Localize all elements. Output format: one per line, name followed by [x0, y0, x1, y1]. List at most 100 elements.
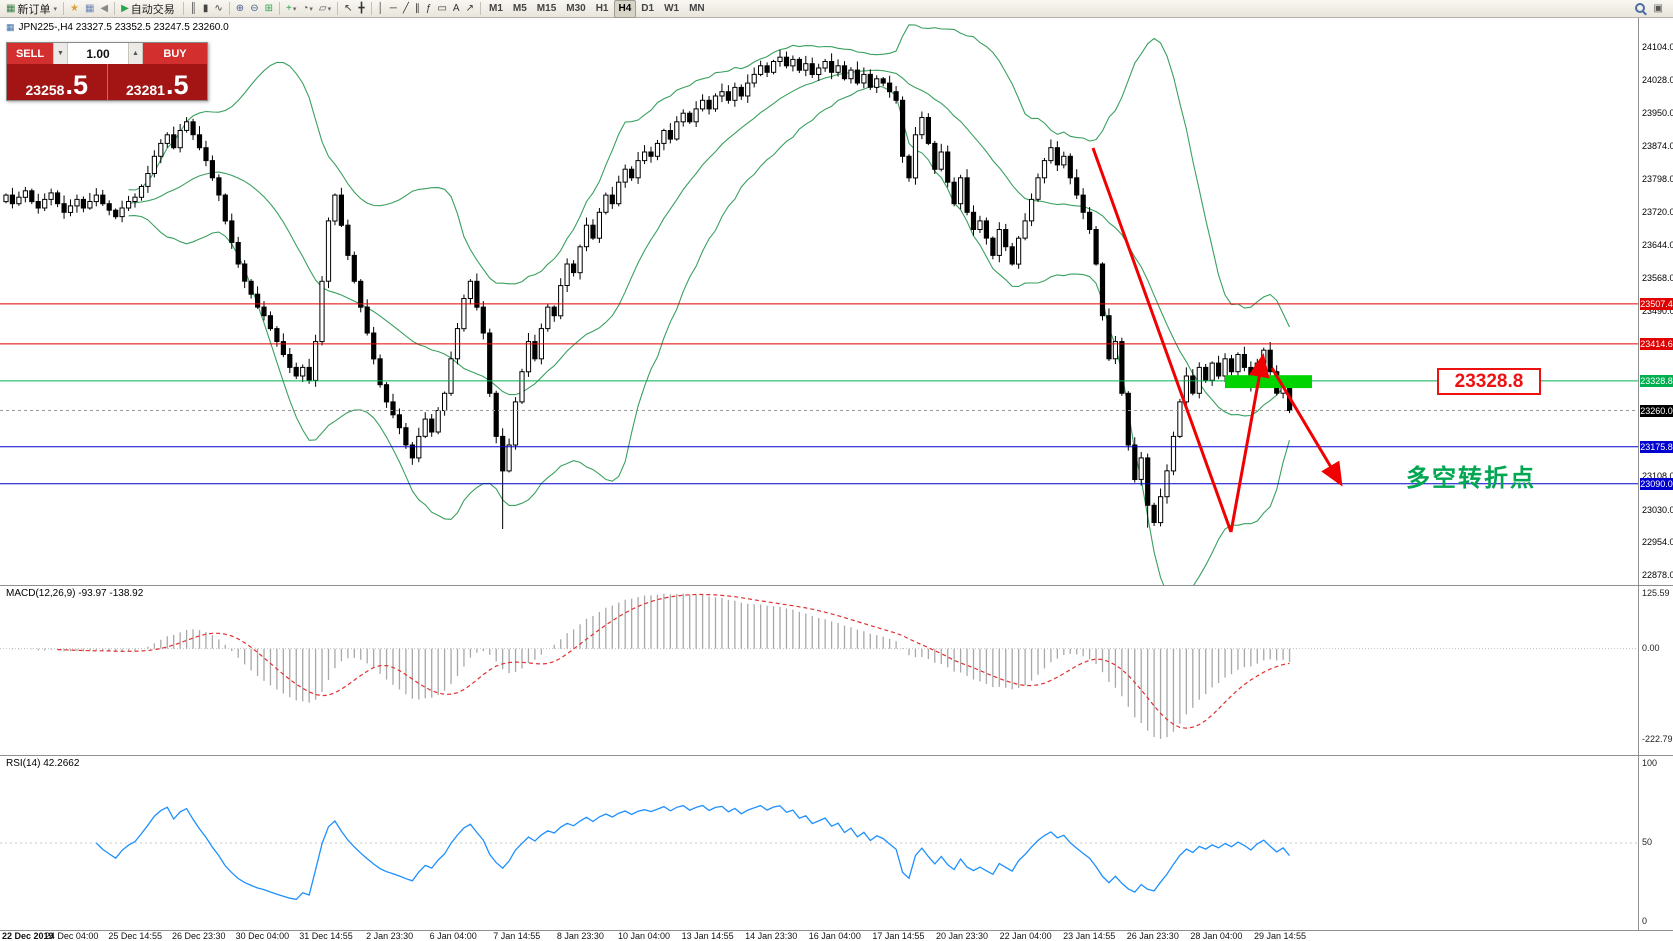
autotrading-button[interactable]: ▶ 自动交易	[118, 1, 180, 17]
autotrading-button-label: 自动交易	[130, 3, 175, 16]
shapes-icon: ▭	[437, 2, 447, 14]
toolbar-right-group: ▣	[1632, 1, 1670, 17]
price-axis-tag: 23328.8	[1640, 374, 1673, 387]
new-order-button[interactable]: ▦ 新订单 ▾	[3, 1, 60, 17]
arrows-button[interactable]: ↗	[463, 1, 477, 17]
bollinger-band	[128, 85, 1291, 585]
hline-button[interactable]: ─	[387, 1, 400, 17]
price-axis-tick: 23874.0	[1642, 140, 1673, 151]
macd-canvas[interactable]	[0, 586, 1638, 756]
time-axis-label: 8 Jan 23:30	[556, 931, 604, 941]
toolbar-separator	[62, 2, 64, 15]
volume-input[interactable]	[68, 43, 128, 64]
time-axis-label: 13 Jan 14:55	[681, 931, 734, 941]
macd-axis-label: 0.00	[1642, 642, 1660, 653]
toolbar-separator	[182, 2, 184, 15]
price-axis-tick: 24104.0	[1642, 41, 1673, 52]
new-order-button-label: 新订单	[17, 3, 51, 16]
search-icon	[1634, 3, 1646, 14]
time-axis-label: 2 Jan 23:30	[366, 931, 414, 941]
buy-price[interactable]: 23281.5	[126, 70, 189, 101]
time-axis-label: 16 Jan 04:00	[808, 931, 861, 941]
periods-button[interactable]: ◔ ▾	[299, 1, 316, 17]
price-axis-tick: 23644.0	[1642, 240, 1673, 251]
fibonacci-button[interactable]: ƒ	[423, 1, 435, 17]
channel-button[interactable]: ∥	[412, 1, 423, 17]
window-icon: ▣	[1653, 2, 1663, 14]
price-chart-canvas[interactable]	[0, 18, 1638, 585]
timeframe-m30-button[interactable]: M30	[566, 3, 586, 14]
crosshair-button[interactable]: ╋	[356, 1, 368, 17]
time-axis-label: 14 Jan 23:30	[745, 931, 798, 941]
indicators-button[interactable]: + ▾	[283, 1, 299, 17]
line-chart-button[interactable]: ∿	[211, 1, 225, 17]
macd-label: MACD(12,26,9) -93.97 -138.92	[6, 588, 144, 599]
tile-windows-button[interactable]: ⊞	[262, 1, 276, 17]
buy-button[interactable]: BUY	[143, 43, 207, 64]
windows-button[interactable]: ▦	[82, 1, 97, 17]
timeframe-h1-button[interactable]: H1	[595, 3, 609, 14]
trade-panel-header: SELL ▼ ▲ BUY	[7, 43, 207, 64]
trade-panel-prices: 23258.5 23281.5	[7, 64, 207, 100]
timeframe-d1-button[interactable]: D1	[641, 3, 655, 14]
shapes-button[interactable]: ▭	[434, 1, 449, 17]
macd-axis[interactable]: 125.59 0.00 -222.79	[1638, 586, 1673, 755]
timeframe-w1-button[interactable]: W1	[664, 3, 680, 14]
trendline-button[interactable]: ╱	[400, 1, 412, 17]
price-axis-tag: 23414.6	[1640, 337, 1673, 350]
zoom-out-icon: ⊖	[250, 2, 259, 14]
sell-price[interactable]: 23258.5	[7, 64, 108, 100]
rsi-axis-label: 0	[1642, 916, 1648, 926]
vline-button[interactable]: │	[375, 1, 387, 17]
order-type-dropdown[interactable]: ▼	[53, 43, 68, 64]
price-axis-tick: 24028.0	[1642, 74, 1673, 85]
favorites-button[interactable]: ★	[67, 1, 82, 17]
timeframe-m15-button[interactable]: M15	[536, 3, 557, 14]
caret-down-icon: ▾	[309, 5, 313, 13]
alerts-button[interactable]: ◀	[97, 1, 111, 17]
caret-down-icon: ▾	[327, 5, 332, 13]
time-axis-label: 31 Dec 14:55	[299, 931, 353, 941]
timeframe-mn-button[interactable]: MN	[689, 3, 705, 14]
trendline-icon: ╱	[402, 2, 409, 14]
price-axis-tag: 23507.4	[1640, 297, 1673, 310]
time-axis-label: 29 Jan 14:55	[1253, 931, 1307, 941]
one-click-trade-panel: SELL ▼ ▲ BUY 23258.5 23281.5	[6, 42, 208, 101]
timeframe-h4-button[interactable]: H4	[613, 0, 637, 18]
new-chart-window-button[interactable]: ▣	[1651, 1, 1666, 17]
channel-icon: ∥	[414, 2, 420, 14]
turning-point-annotation[interactable]: 多空转折点	[1406, 465, 1536, 492]
cursor-button[interactable]: ↖	[341, 1, 355, 17]
timeframe-m5-button[interactable]: M5	[512, 3, 527, 14]
sell-button[interactable]: SELL	[7, 43, 53, 64]
toolbar-separator	[278, 2, 280, 15]
rsi-axis[interactable]: 100 50 0	[1638, 756, 1673, 930]
zoom-in-icon: ⊕	[235, 2, 245, 14]
price-axis[interactable]: 24104.0 24028.0 23950.0 23874.0 23798.0 23720…	[1638, 18, 1673, 585]
arrow-icon: ↗	[465, 2, 474, 14]
chart-icon: ▦	[6, 22, 15, 32]
candlestick-button[interactable]: ▮	[200, 1, 212, 17]
volume-up-button[interactable]: ▲	[128, 43, 143, 64]
symbol-ohlc-text: JPN225-,H4 23327.5 23352.5 23247.5 23260…	[18, 22, 229, 33]
price-callout-label[interactable]: 23328.8	[1437, 368, 1541, 395]
new-order-chart-icon: ▦	[6, 2, 16, 14]
time-axis[interactable]: 22 Dec 2019 24 Dec 04:00 25 Dec 14:55 26 De…	[0, 930, 1673, 941]
bar-chart-button[interactable]: ║	[187, 1, 200, 17]
support-zone-highlight	[1225, 375, 1312, 389]
symbol-info: ▦ JPN225-,H4 23327.5 23352.5 23247.5 232…	[6, 22, 229, 33]
macd-pane: MACD(12,26,9) -93.97 -138.92 125.59 0.00 -…	[0, 585, 1673, 755]
caret-down-icon: ▾	[53, 5, 57, 13]
time-axis-label: 28 Jan 04:00	[1190, 931, 1243, 941]
text-button[interactable]: A	[450, 1, 463, 17]
zoom-out-button[interactable]: ⊖	[247, 1, 261, 17]
timeframe-m1-button[interactable]: M1	[488, 3, 503, 14]
toolbar-separator	[228, 2, 230, 15]
time-axis-label: 30 Dec 04:00	[235, 931, 290, 941]
bollinger-band	[128, 24, 1290, 328]
time-axis-label: 23 Jan 14:55	[1063, 931, 1116, 941]
rsi-canvas[interactable]	[0, 756, 1638, 931]
symbol-search-button[interactable]	[1632, 1, 1649, 17]
templates-button[interactable]: ▱ ▾	[316, 1, 334, 17]
zoom-in-button[interactable]: ⊕	[233, 1, 247, 17]
